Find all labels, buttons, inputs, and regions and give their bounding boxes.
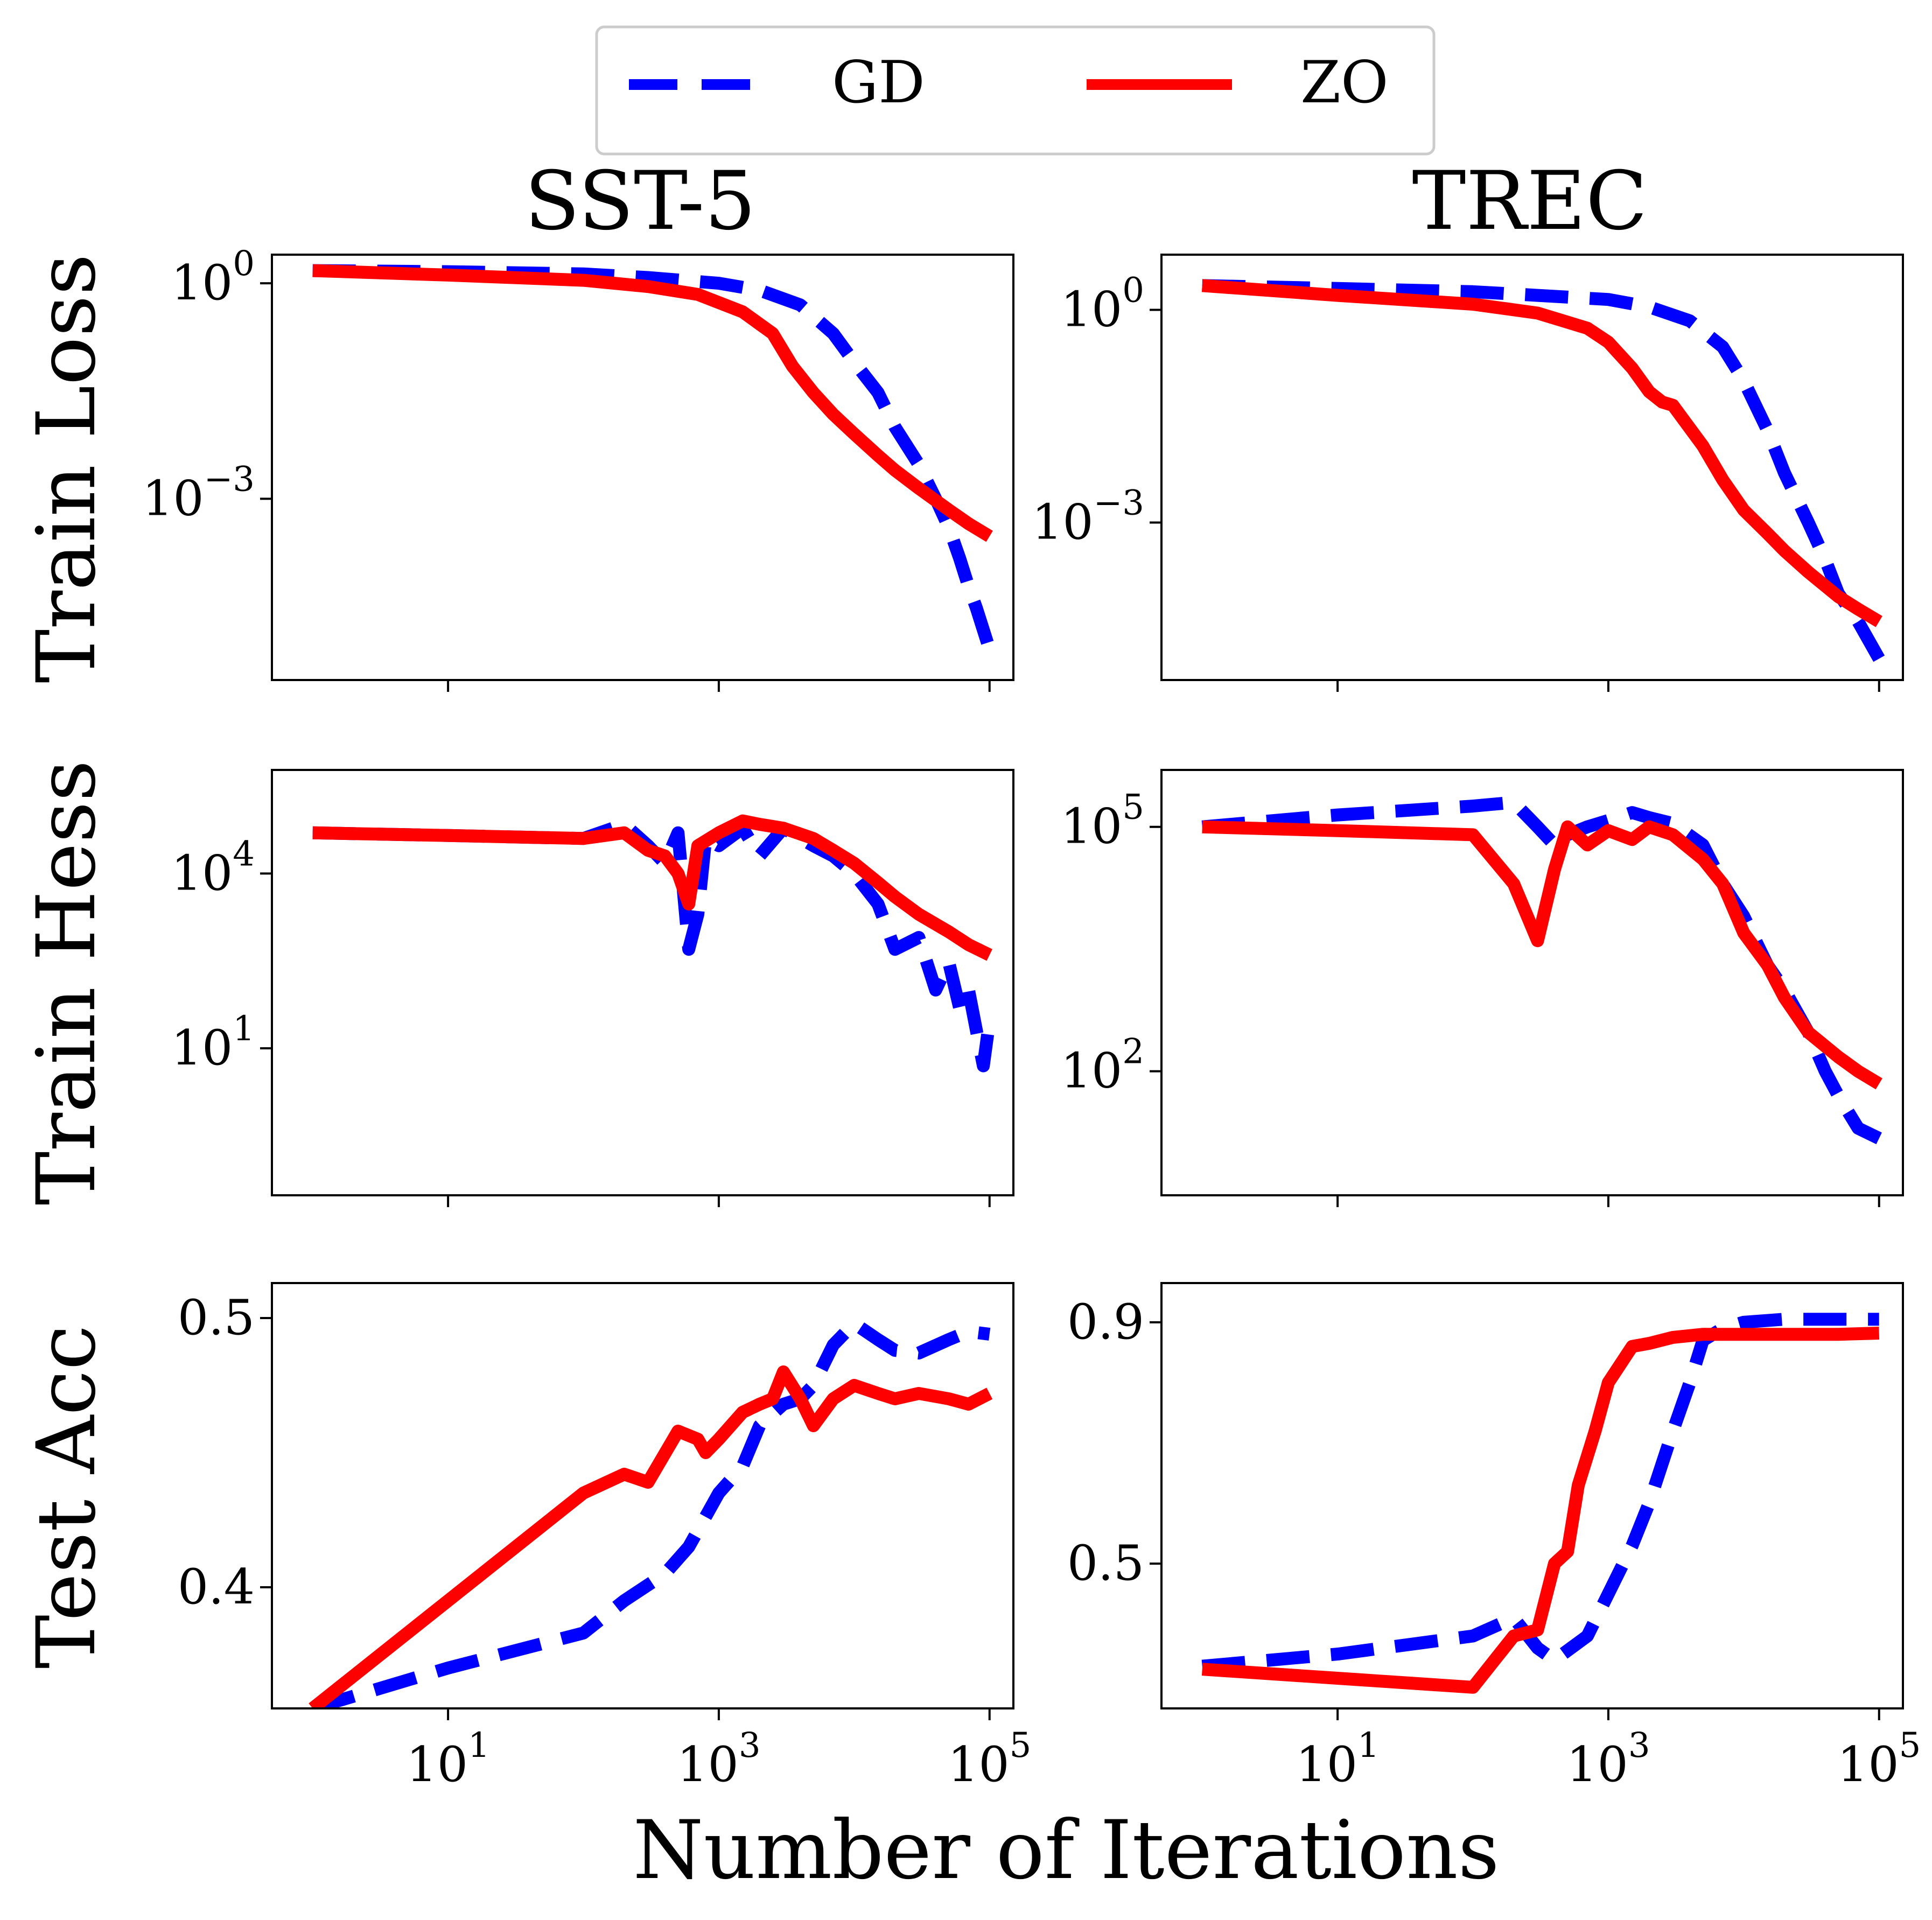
legend-frame (595, 25, 1436, 156)
trec-train-hess-series-zo (1202, 820, 1882, 1090)
legend-gd-label: GD (832, 49, 925, 116)
trec-train-loss-series-gd (1202, 279, 1885, 662)
sst-5-test-acc-axes-frame (271, 1282, 1014, 1709)
sst-5-train-hess-y-tick-label: 104 (171, 834, 255, 901)
column-title-sst5: SST-5 (524, 155, 756, 248)
trec-train-hess-series-gd (1201, 796, 1882, 1145)
trec-train-loss-axes-frame (1160, 254, 1904, 681)
row-label-test-acc: Test Acc (20, 1325, 114, 1669)
sst-5-test-acc-x-tick-label: 101 (406, 1726, 489, 1793)
sst-5-train-loss-series-zo (312, 264, 993, 542)
trec-test-acc-series-zo (1201, 1327, 1880, 1694)
column-title-trec: TREC (1412, 155, 1647, 248)
sst-5-train-hess-series-zo (312, 814, 992, 961)
sst-5-train-loss-y-tick-label: 100 (171, 244, 255, 311)
sst-5-train-loss-axes-frame (271, 254, 1014, 681)
sst-5-test-acc-series-gd (311, 1317, 991, 1708)
sst-5-test-acc-y-tick-label: 0.4 (178, 1559, 255, 1615)
row-label-train-loss: Train Loss (20, 254, 114, 683)
trec-test-acc-series-gd (1201, 1313, 1879, 1673)
sst-5-test-acc-y-tick-label: 0.5 (178, 1290, 255, 1346)
legend-zo-label: ZO (1300, 49, 1389, 116)
panel-sst-5-train-loss: 100 10−3 (142, 244, 1014, 692)
sst-5-train-hess-axes-frame (271, 769, 1014, 1196)
trec-train-loss-y-tick-label: 100 (1061, 270, 1144, 338)
trec-test-acc-y-tick-label: 0.9 (1067, 1294, 1144, 1350)
x-axis-label: Number of Iterations (633, 1804, 1499, 1897)
trec-train-hess-axes-frame (1160, 769, 1904, 1196)
trec-test-acc-y-tick-label: 0.5 (1067, 1535, 1144, 1592)
row-label-train-hess: Train Hess (20, 760, 114, 1206)
legend: GD ZO (595, 25, 1436, 156)
trec-test-acc-axes-frame (1160, 1282, 1904, 1709)
sst-5-train-loss-series-gd (312, 264, 996, 651)
sst-5-test-acc-series-zo (309, 1365, 993, 1708)
sst-5-test-acc-x-tick-label: 103 (677, 1726, 760, 1793)
trec-train-loss-series-zo (1201, 279, 1882, 627)
sst-5-train-loss-y-tick-label: 10−3 (142, 459, 255, 527)
